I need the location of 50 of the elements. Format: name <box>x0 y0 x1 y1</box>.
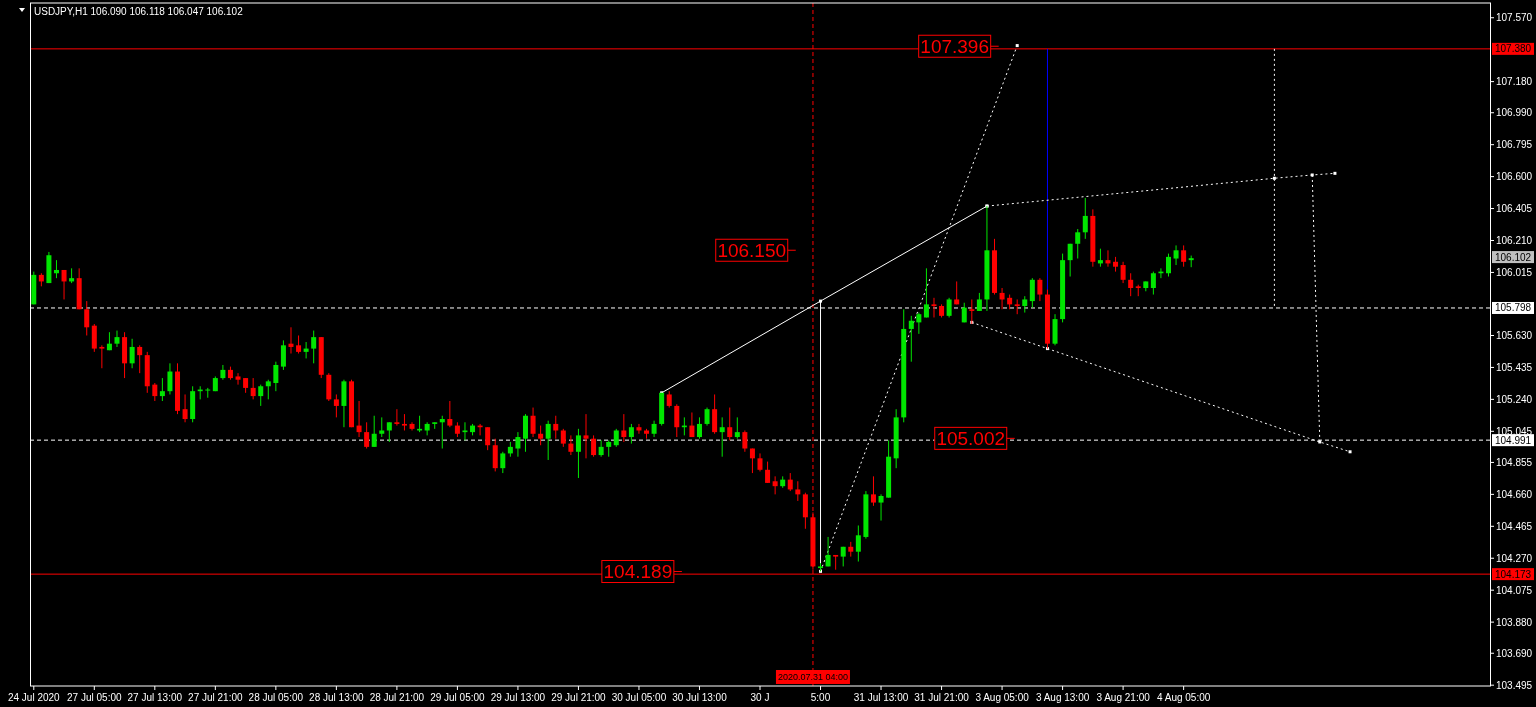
ref-line-label: 107.380 <box>1495 43 1532 55</box>
y-tick-label: 105.240 <box>1496 393 1533 405</box>
x-tick-label: 4 Aug 05:00 <box>1156 691 1211 703</box>
x-tick-label: 31 Jul 13:00 <box>853 691 909 703</box>
y-tick-label: 107.180 <box>1496 76 1533 88</box>
x-tick-label: 30 Jul 13:00 <box>672 691 728 703</box>
x-tick-label: 27 Jul 05:00 <box>67 691 122 703</box>
y-tick-label: 104.270 <box>1496 552 1533 564</box>
y-tick-label: 103.690 <box>1496 647 1533 659</box>
y-tick-label: 106.015 <box>1496 266 1533 278</box>
x-tick-label: 24 Jul 2020 <box>7 691 61 703</box>
y-tick-label: 107.570 <box>1496 12 1533 24</box>
x-tick-label: 27 Jul 21:00 <box>188 691 244 703</box>
x-tick-label: 30 Jul 05:00 <box>611 691 667 703</box>
y-tick-label: 104.075 <box>1496 584 1533 596</box>
y-tick-label: 106.990 <box>1496 107 1533 119</box>
x-tick-label: 29 Jul 05:00 <box>430 691 486 703</box>
ref-line-label: 105.798 <box>1495 302 1532 314</box>
x-tick-label: 5:00 <box>810 691 831 703</box>
annotation: 106.150 <box>717 239 787 261</box>
ref-line-label: 104.991 <box>1495 434 1532 446</box>
x-tick-label: 28 Jul 05:00 <box>248 691 304 703</box>
x-tick-label: 3 Aug 21:00 <box>1096 691 1151 703</box>
text: 106.102 <box>1495 251 1532 263</box>
y-tick-label: 104.855 <box>1496 456 1533 468</box>
x-tick-label: 30 J <box>750 691 770 703</box>
y-tick-label: 104.465 <box>1496 520 1533 532</box>
ref-line-label: 104.173 <box>1495 568 1532 580</box>
y-tick-label: 104.660 <box>1496 488 1533 500</box>
y-tick-label: 103.495 <box>1496 679 1533 691</box>
y-tick-label: 103.880 <box>1496 616 1533 628</box>
y-tick-label: 106.600 <box>1496 171 1533 183</box>
y-tick-label: 106.795 <box>1496 139 1533 151</box>
y-tick-label: 106.405 <box>1496 203 1533 215</box>
annotation: 2020.07.31 04:00 <box>777 672 848 683</box>
x-tick-label: 3 Aug 05:00 <box>975 691 1030 703</box>
x-tick-label: 28 Jul 13:00 <box>309 691 365 703</box>
x-tick-label: 27 Jul 13:00 <box>127 691 183 703</box>
x-tick-label: 29 Jul 13:00 <box>490 691 546 703</box>
annotation: 104.189 <box>603 561 673 583</box>
x-tick-label: 31 Jul 21:00 <box>914 691 970 703</box>
annotation: 105.002 <box>936 428 1006 449</box>
chart-title: USDJPY,H1 106.090 106.118 106.047 106.102 <box>34 5 244 17</box>
x-tick-label: 28 Jul 21:00 <box>369 691 425 703</box>
y-tick-label: 105.435 <box>1496 361 1533 373</box>
y-tick-label: 106.210 <box>1496 234 1533 246</box>
y-tick-label: 105.630 <box>1496 329 1533 341</box>
x-tick-label: 3 Aug 13:00 <box>1035 691 1090 703</box>
annotation: 107.396 <box>920 35 990 57</box>
x-tick-label: 29 Jul 21:00 <box>551 691 607 703</box>
